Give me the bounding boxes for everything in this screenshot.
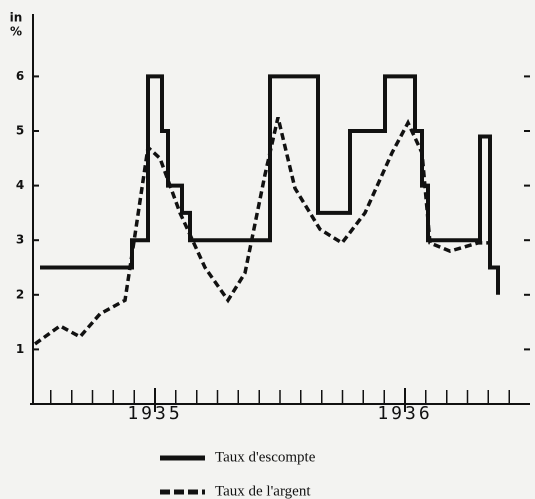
y-tick-label: 3 xyxy=(16,233,24,247)
data-line xyxy=(40,74,500,295)
x-tick-label: 1936 xyxy=(377,403,432,424)
y-tick-label: 6 xyxy=(16,69,24,83)
legend-label: Taux d'escompte xyxy=(215,449,316,465)
y-label: in xyxy=(10,11,23,25)
data-line xyxy=(33,116,490,346)
y-tick-label: 1 xyxy=(16,342,24,356)
y-tick-label: 4 xyxy=(16,178,24,192)
y-tick-label: 2 xyxy=(16,287,24,301)
y-label: % xyxy=(10,25,22,39)
x-tick-label: 1935 xyxy=(127,403,182,424)
legend-label: Taux de l'argent xyxy=(215,483,311,499)
y-tick-label: 5 xyxy=(16,124,24,138)
